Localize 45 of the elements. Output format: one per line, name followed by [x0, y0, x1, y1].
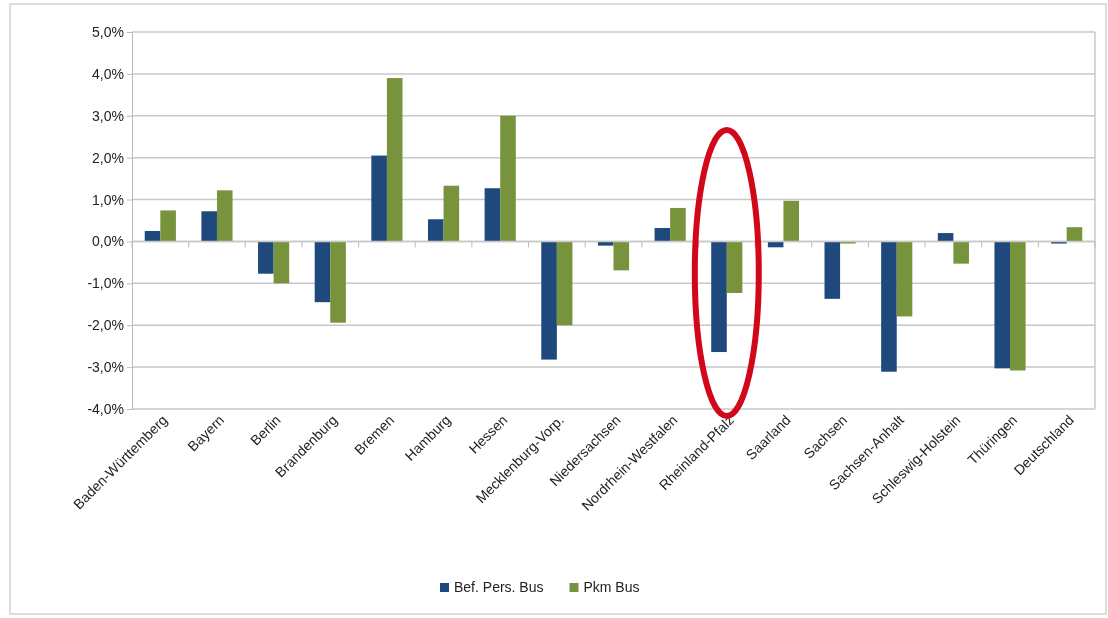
bar [783, 200, 800, 242]
bar [160, 210, 176, 242]
bar [994, 241, 1011, 369]
bar [216, 190, 233, 242]
y-tick-label: -3,0% [87, 359, 124, 376]
y-tick-label: -1,0% [87, 275, 124, 292]
y-tick-label: 5,0% [92, 23, 124, 40]
bar [541, 241, 557, 360]
bar [500, 115, 516, 242]
bar [711, 241, 727, 353]
bar [824, 241, 841, 299]
bar [443, 185, 460, 242]
bar [1010, 241, 1026, 371]
bar [881, 241, 897, 372]
bar [840, 241, 856, 244]
y-tick-label: 1,0% [92, 191, 124, 208]
y-tick-label: 0,0% [92, 233, 124, 250]
bar [144, 230, 161, 242]
legend-label: Bef. Pers. Bus [454, 579, 544, 595]
bar [386, 78, 403, 242]
bar [1066, 227, 1083, 242]
y-tick-label: -4,0% [87, 400, 124, 417]
bar [670, 207, 686, 242]
bar [201, 211, 217, 242]
bar [937, 233, 954, 242]
y-tick-label: -2,0% [87, 317, 124, 334]
y-tick-label: 4,0% [92, 65, 124, 82]
bar [1051, 241, 1067, 244]
bar [258, 241, 274, 274]
bar [314, 241, 331, 303]
bar [330, 241, 346, 323]
bar [273, 241, 290, 284]
bar [953, 241, 969, 264]
bar [726, 241, 743, 293]
bar [613, 241, 630, 271]
bar [427, 219, 444, 242]
bar [484, 188, 501, 242]
bar [597, 241, 614, 246]
bar [556, 241, 573, 326]
bar [371, 155, 387, 242]
bar [654, 228, 671, 242]
y-tick-label: 2,0% [92, 149, 124, 166]
legend-label: Pkm Bus [583, 579, 640, 595]
y-tick-label: 3,0% [92, 107, 124, 124]
bar [896, 241, 913, 317]
